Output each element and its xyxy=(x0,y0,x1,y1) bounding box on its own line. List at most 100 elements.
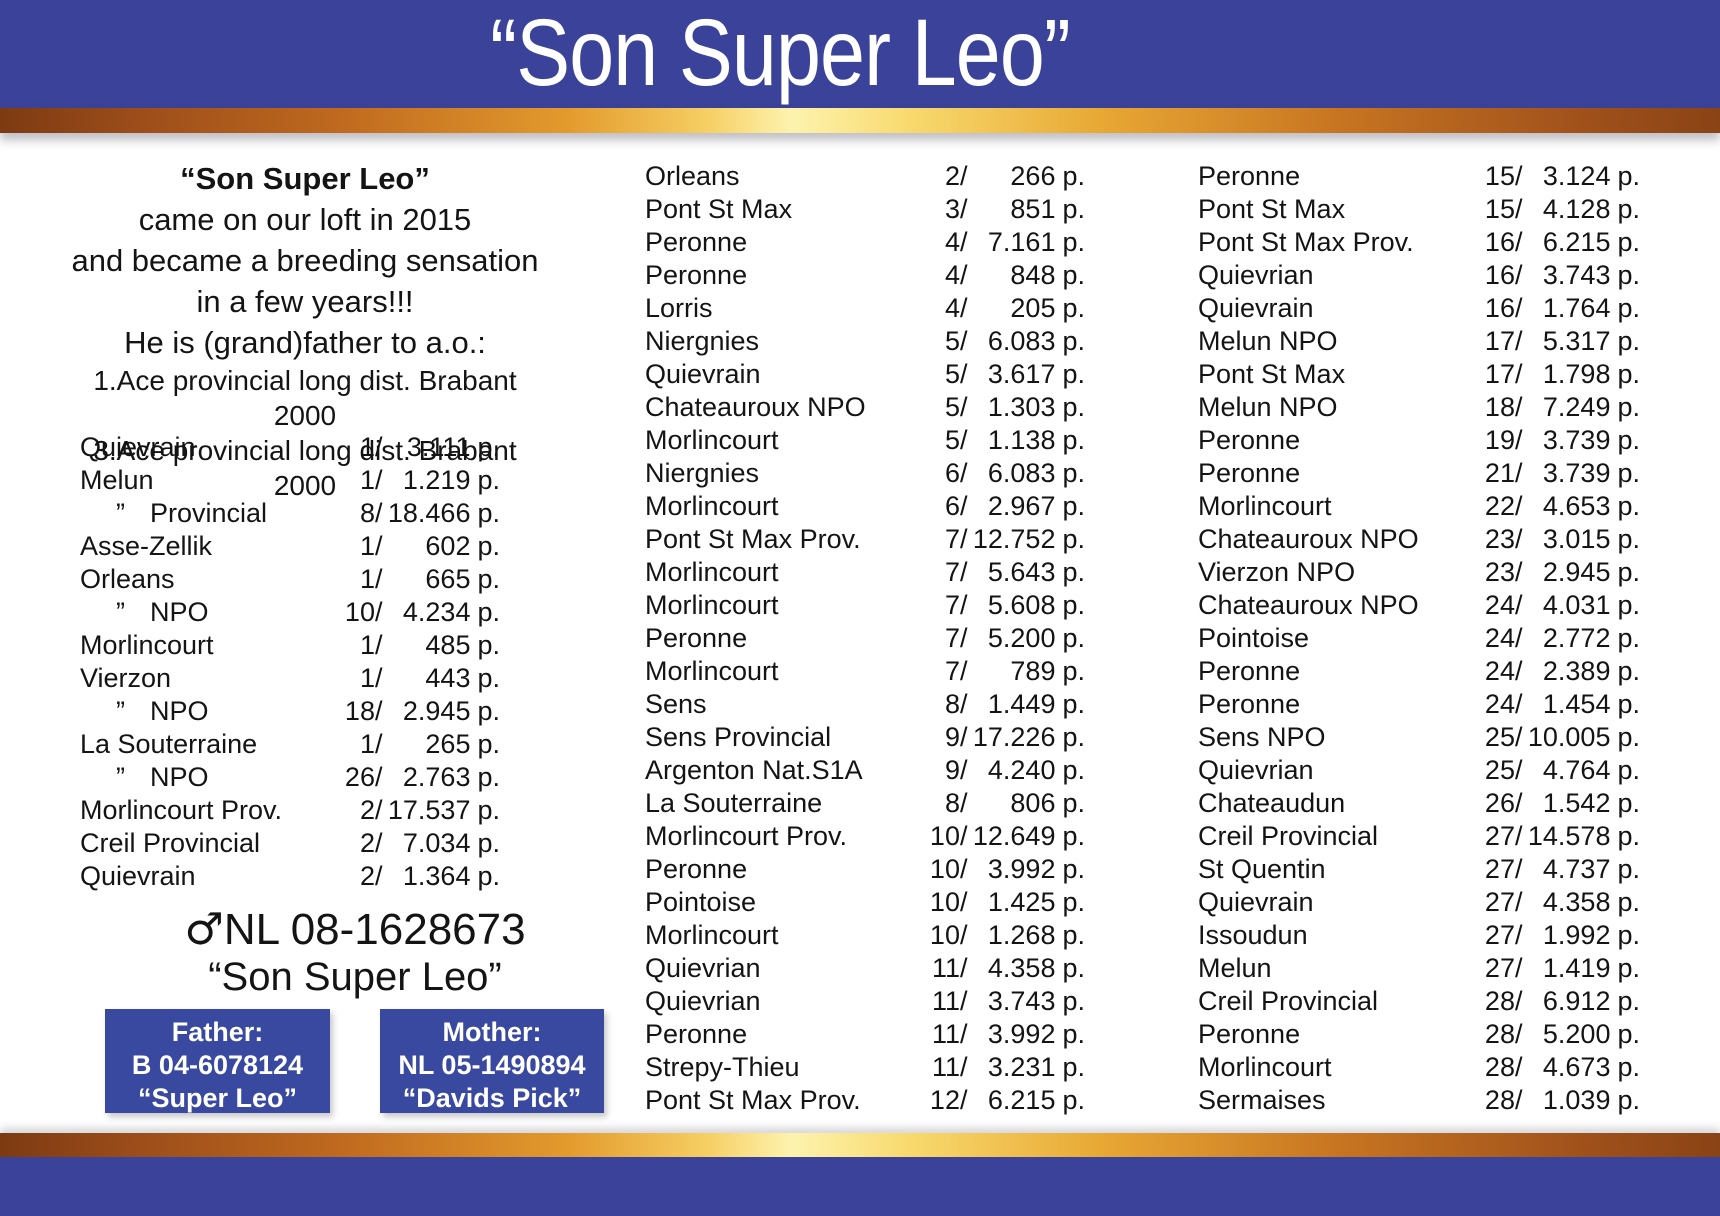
race-position: 10/ xyxy=(929,854,968,884)
race-name: Peronne xyxy=(1198,1019,1301,1049)
ring-number-line: ♂NL 08-1628673 xyxy=(85,905,625,954)
points-unit: p. xyxy=(1617,458,1640,488)
race-position: 5/ xyxy=(944,326,968,356)
race-name: Niergnies xyxy=(645,326,760,356)
result-value: 1/265 p. xyxy=(334,729,500,760)
race-total: 1.542 xyxy=(1542,788,1611,818)
result-row: Pont St Max 15/4.128 p. xyxy=(1198,193,1640,226)
race-position: 8/ xyxy=(944,788,968,818)
points-unit: p. xyxy=(1617,524,1640,554)
result-value: 23/3.015 p. xyxy=(1474,524,1640,555)
result-row: Argenton Nat.S1A 9/4.240 p. xyxy=(645,754,1085,787)
race-total: 1.039 xyxy=(1542,1085,1611,1115)
race-total: 205 xyxy=(1010,293,1056,323)
race-position: 2/ xyxy=(359,828,383,858)
gold-divider-top xyxy=(0,108,1720,133)
result-value: 28/6.912 p. xyxy=(1474,986,1640,1017)
result-row: Pont St Max Prov. 16/6.215 p. xyxy=(1198,226,1640,259)
points-unit: p. xyxy=(1062,854,1085,884)
race-position: 16/ xyxy=(1484,293,1523,323)
race-position: 11/ xyxy=(931,953,968,983)
result-value: 2/266 p. xyxy=(919,161,1085,192)
race-name: Morlincourt Prov. xyxy=(80,795,283,825)
race-name: Morlincourt xyxy=(645,590,779,620)
father-name: “Super Leo” xyxy=(137,1083,298,1113)
race-name: St Quentin xyxy=(1198,854,1326,884)
race-name: Pointoise xyxy=(645,887,757,917)
race-total: 4.737 xyxy=(1542,854,1611,884)
result-value: 2/1.364 p. xyxy=(334,861,500,892)
points-unit: p. xyxy=(1062,458,1085,488)
race-name: Peronne xyxy=(645,1019,748,1049)
points-unit: p. xyxy=(1062,986,1085,1016)
race-position: 5/ xyxy=(944,425,968,455)
race-total: 1.219 xyxy=(402,465,471,495)
race-total: 4.240 xyxy=(987,755,1056,785)
race-name: Niergnies xyxy=(645,458,760,488)
race-position: 27/ xyxy=(1484,887,1523,917)
result-row: ” NPO 26/2.763 p. xyxy=(80,761,500,794)
result-value: 1/485 p. xyxy=(334,630,500,661)
result-value: 9/17.226 p. xyxy=(919,722,1085,753)
points-unit: p. xyxy=(477,498,500,528)
points-unit: p. xyxy=(1062,359,1085,389)
points-unit: p. xyxy=(477,564,500,594)
points-unit: p. xyxy=(477,465,500,495)
points-unit: p. xyxy=(1617,425,1640,455)
race-name: Melun xyxy=(1198,953,1272,983)
race-total: 806 xyxy=(1010,788,1056,818)
result-value: 2/7.034 p. xyxy=(334,828,500,859)
race-name: Morlincourt xyxy=(645,491,779,521)
result-value: 1/3.111 p. xyxy=(334,432,500,463)
result-value: 17/1.798 p. xyxy=(1474,359,1640,390)
ring-number: NL 08-1628673 xyxy=(223,905,526,954)
race-name: Pont St Max xyxy=(1198,359,1346,389)
result-value: 1/665 p. xyxy=(334,564,500,595)
result-value: 15/3.124 p. xyxy=(1474,161,1640,192)
race-position: 3/ xyxy=(944,194,968,224)
race-total: 7.249 xyxy=(1542,392,1611,422)
race-total: 3.739 xyxy=(1542,458,1611,488)
points-unit: p. xyxy=(1617,1052,1640,1082)
race-total: 14.578 xyxy=(1527,821,1611,851)
result-row: Peronne 4/848 p. xyxy=(645,259,1085,292)
race-position: 28/ xyxy=(1484,1019,1523,1049)
race-position: 15/ xyxy=(1484,161,1523,191)
result-row: Chateauroux NPO 24/4.031 p. xyxy=(1198,589,1640,622)
result-value: 3/851 p. xyxy=(919,194,1085,225)
result-row: Peronne 24/1.454 p. xyxy=(1198,688,1640,721)
result-row: Quievrain 1/3.111 p. xyxy=(80,431,500,464)
result-row: Creil Provincial 2/7.034 p. xyxy=(80,827,500,860)
points-unit: p. xyxy=(1062,524,1085,554)
race-total: 7.034 xyxy=(402,828,471,858)
race-total: 2.945 xyxy=(402,696,471,726)
race-name: Vierzon NPO xyxy=(1198,557,1356,587)
race-position: 1/ xyxy=(359,630,383,660)
race-total: 1.798 xyxy=(1542,359,1611,389)
result-row: Morlincourt Prov. 2/17.537 p. xyxy=(80,794,500,827)
results-list-left: Quievrain 1/3.111 p. Melun 1/1.219 p.” Provinc… xyxy=(80,431,500,893)
bird-identity: ♂NL 08-1628673 “Son Super Leo” xyxy=(85,905,625,1000)
race-name: Pont St Max xyxy=(645,194,793,224)
race-position: 7/ xyxy=(944,623,968,653)
race-name: Melun xyxy=(80,465,154,495)
result-row: Peronne 15/3.124 p. xyxy=(1198,160,1640,193)
points-unit: p. xyxy=(1617,227,1640,257)
result-row: ” NPO 10/4.234 p. xyxy=(80,596,500,629)
result-row: Pont St Max Prov. 7/12.752 p. xyxy=(645,523,1085,556)
race-total: 7.161 xyxy=(987,227,1056,257)
race-position: 8/ xyxy=(359,498,383,528)
race-total: 17.226 xyxy=(972,722,1056,752)
result-row: Creil Provincial 27/14.578 p. xyxy=(1198,820,1640,853)
race-position: 4/ xyxy=(944,293,968,323)
points-unit: p. xyxy=(1062,326,1085,356)
points-unit: p. xyxy=(1617,755,1640,785)
result-value: 18/7.249 p. xyxy=(1474,392,1640,423)
result-value: 21/3.739 p. xyxy=(1474,458,1640,489)
race-total: 266 xyxy=(1010,161,1056,191)
race-name: Chateauroux NPO xyxy=(1198,590,1419,620)
points-unit: p. xyxy=(477,432,500,462)
result-value: 7/789 p. xyxy=(919,656,1085,687)
race-total: 789 xyxy=(1010,656,1056,686)
result-row: Vierzon 1/443 p. xyxy=(80,662,500,695)
